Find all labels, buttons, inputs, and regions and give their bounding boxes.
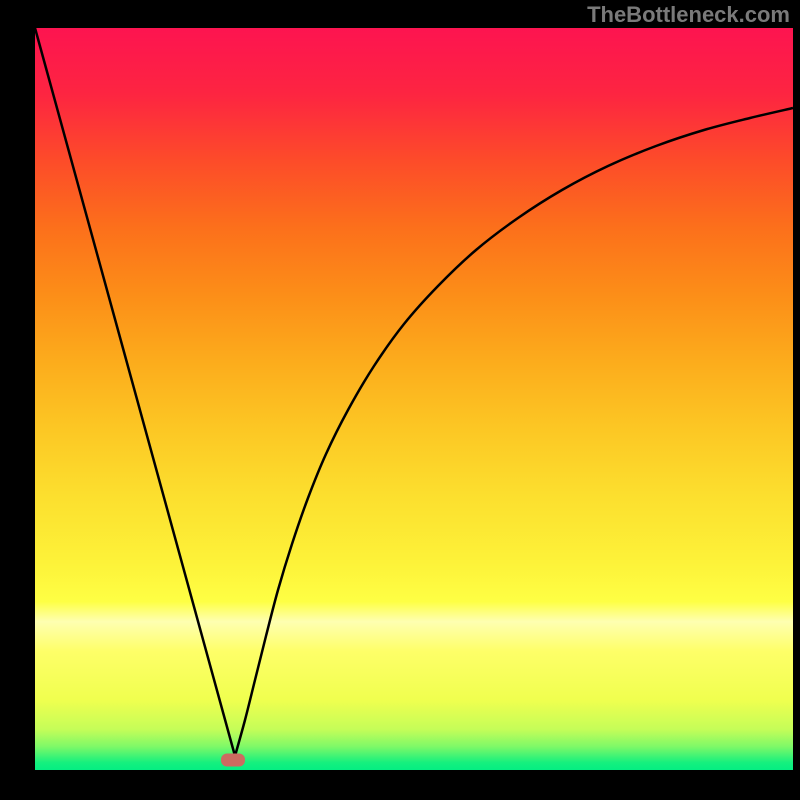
watermark-text: TheBottleneck.com: [587, 2, 790, 28]
bottleneck-curve-chart: [0, 0, 800, 800]
chart-container: TheBottleneck.com: [0, 0, 800, 800]
optimum-marker: [221, 754, 245, 767]
plot-background: [35, 28, 793, 770]
